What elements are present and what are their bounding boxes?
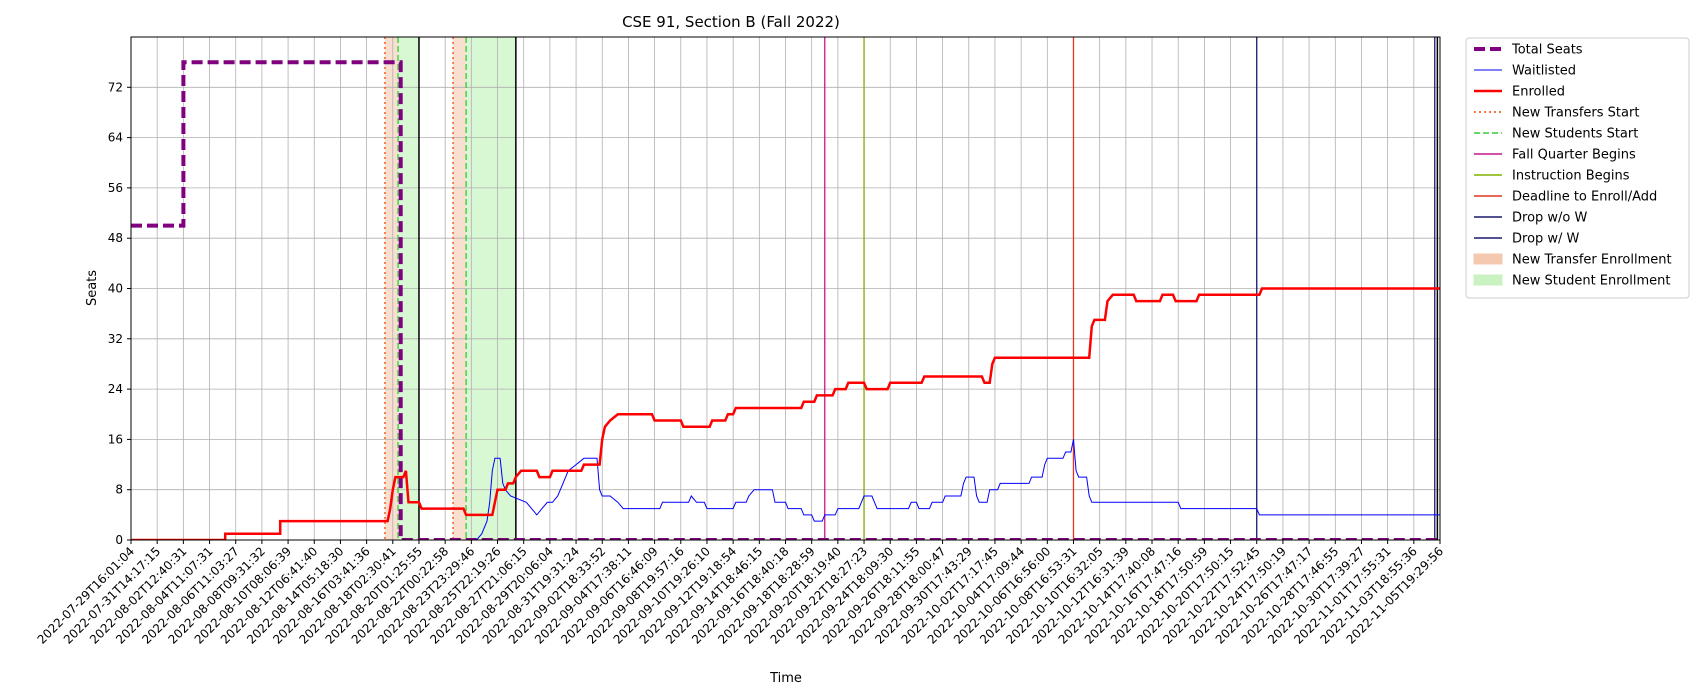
x-axis-label: Time [769, 671, 802, 686]
chart-title: CSE 91, Section B (Fall 2022) [622, 13, 840, 31]
legend-label: Waitlisted [1512, 64, 1576, 79]
series-line-total-seats [131, 60, 1440, 540]
y-tick-label: 8 [115, 483, 123, 497]
y-tick-label: 40 [108, 282, 123, 296]
legend-label: Enrolled [1512, 85, 1565, 100]
legend-swatch [1473, 274, 1503, 286]
legend-label: Drop w/ W [1512, 232, 1580, 247]
legend-label: New Transfers Start [1512, 106, 1639, 121]
series-line-enrolled [131, 287, 1440, 540]
y-tick-label: 56 [108, 181, 123, 195]
legend: Total Seats Waitlisted Enrolled New Transfe… [1465, 37, 1690, 299]
y-tick-label: 48 [108, 231, 123, 245]
legend-box [1465, 37, 1690, 299]
legend-label: New Students Start [1512, 127, 1638, 142]
legend-label: New Transfer Enrollment [1512, 253, 1672, 268]
legend-label: Drop w/o W [1512, 211, 1588, 226]
legend-label: Instruction Begins [1512, 169, 1630, 184]
legend-label: Deadline to Enroll/Add [1512, 190, 1657, 205]
y-tick-label: 16 [108, 432, 123, 446]
legend-label: Fall Quarter Begins [1512, 148, 1636, 163]
legend-label: New Student Enrollment [1512, 274, 1670, 289]
y-tick-label: 64 [108, 131, 123, 145]
y-axis-label: Seats [85, 270, 100, 306]
legend-swatch [1473, 253, 1503, 265]
y-tick-label: 24 [108, 382, 123, 396]
y-tick-label: 0 [115, 533, 123, 547]
plot-area: 0816243240485664722022-07-29T16:01:04202… [35, 36, 1446, 647]
y-tick-label: 32 [108, 332, 123, 346]
y-tick-label: 72 [108, 80, 123, 94]
legend-label: Total Seats [1511, 43, 1583, 58]
series-line-waitlisted [131, 439, 1440, 540]
